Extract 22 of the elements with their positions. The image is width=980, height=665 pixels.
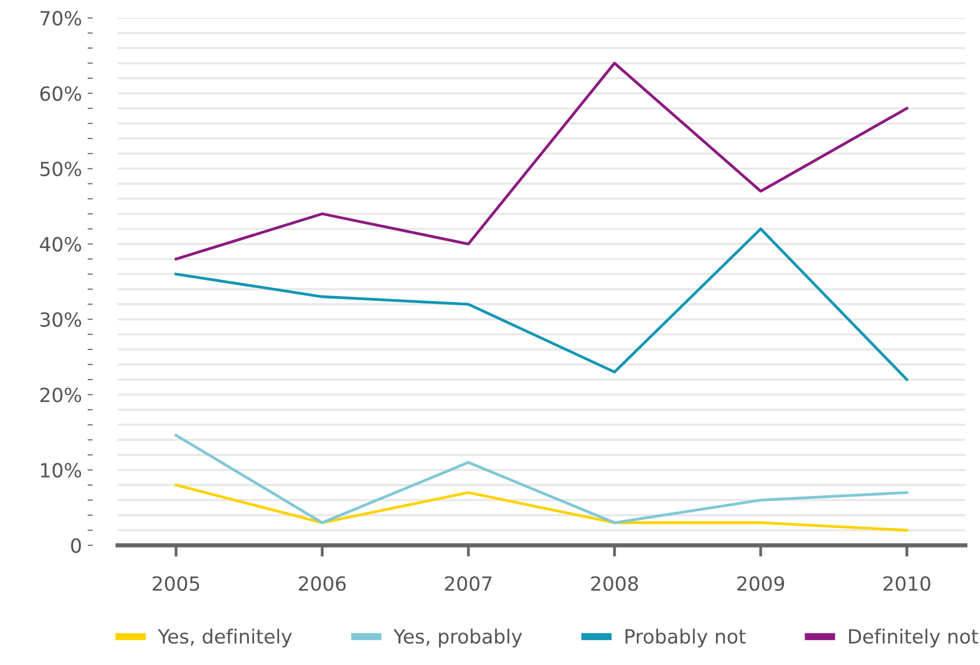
y-tick-label: 70%: [40, 10, 82, 26]
y-tick-label: 0: [71, 538, 81, 553]
line-series: [174, 62, 908, 260]
line-series: [174, 484, 908, 532]
legend-label: Yes, probably: [393, 628, 522, 648]
y-tick-label: 50%: [40, 162, 82, 176]
x-tick-label: 2010: [884, 576, 930, 591]
line-series: [174, 434, 908, 524]
x-tick-label: 2005: [152, 576, 200, 591]
line-series: [174, 228, 908, 381]
legend-label: Yes, definitely: [158, 628, 292, 648]
y-tick-label: 60%: [40, 86, 82, 101]
x-tick-label: 2009: [737, 576, 784, 591]
y-tick-label: 10%: [41, 462, 82, 478]
legend-label: Probably not: [626, 628, 746, 648]
y-tick-label: 40%: [40, 236, 82, 252]
x-tick-label: 2008: [591, 576, 638, 591]
legend-label: Definitely not: [849, 628, 978, 648]
y-tick-label: 30%: [40, 312, 82, 327]
x-tick-label: 2006: [298, 576, 346, 591]
x-tick-label: 2007: [445, 576, 492, 591]
y-tick-label: 20%: [40, 388, 82, 402]
